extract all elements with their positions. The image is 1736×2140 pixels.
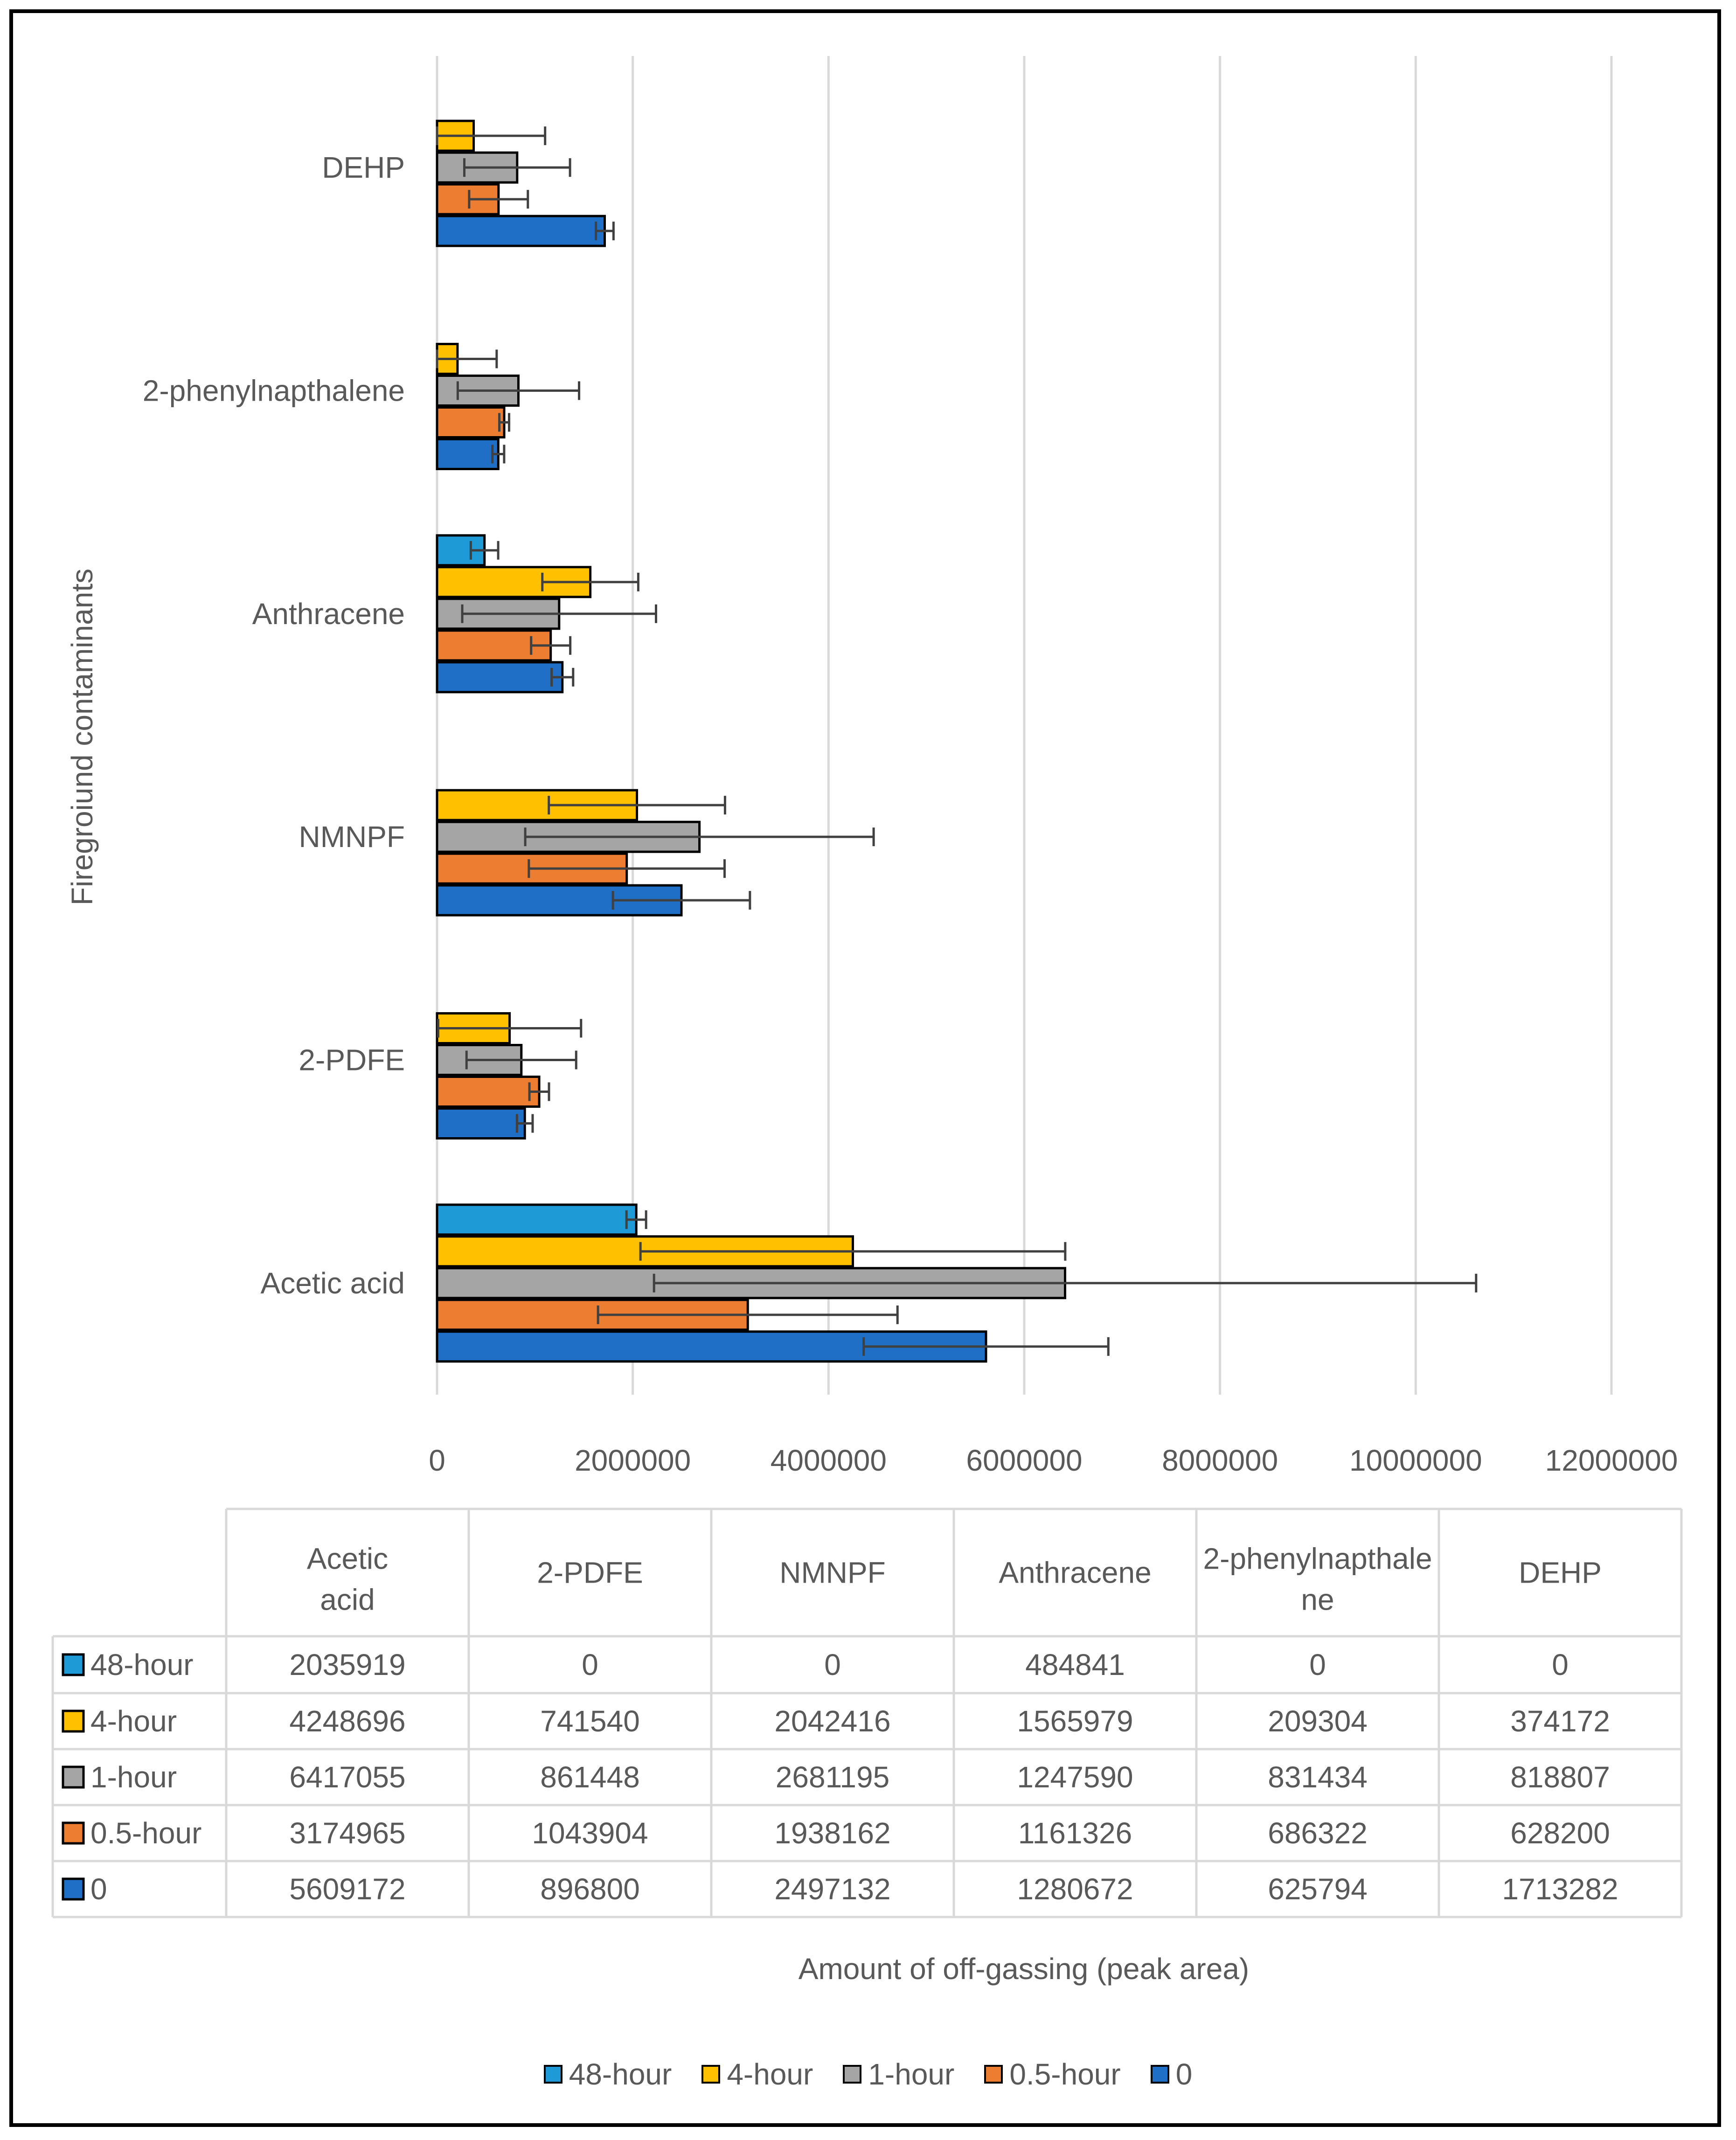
table-row-label: 0.5-hour (90, 1816, 201, 1850)
legend-swatch (984, 2065, 1003, 2084)
x-tick-label: 6000000 (966, 1444, 1082, 1477)
table-cell-value: 1565979 (1017, 1704, 1133, 1738)
table-cell-value: 5609172 (289, 1872, 405, 1906)
category-label: DEHP (322, 151, 405, 184)
table-cell-value: 1938162 (774, 1816, 890, 1850)
legend-label: 0 (1175, 2057, 1193, 2091)
error-bars (436, 126, 1478, 1356)
legend: 48-hour 4-hour 1-hour 0.5-hour 0 (0, 2057, 1736, 2091)
table-row-label: 48-hour (90, 1648, 194, 1681)
x-tick-label: 2000000 (575, 1444, 691, 1477)
table-cell-value: 0 (824, 1648, 841, 1681)
bar (436, 1203, 638, 1236)
table-cell-value: 1247590 (1017, 1760, 1133, 1794)
table-cell-value: 2681195 (776, 1760, 889, 1794)
table-legend-key (62, 1653, 85, 1676)
table-row-label: 4-hour (90, 1704, 177, 1738)
table-cell-value: 484841 (1025, 1648, 1125, 1681)
legend-swatch (701, 2065, 721, 2084)
table-header-label: acid (320, 1583, 375, 1617)
table-header-label: NMNPF (779, 1556, 886, 1590)
table-header-label: Anthracene (999, 1556, 1151, 1590)
table-cell-value: 6417055 (289, 1760, 405, 1794)
x-tick-labels: 0 2000000 4000000 6000000 8000000 10000000 120… (429, 1444, 1678, 1477)
category-labels: Acetic acid 2-PDFE NMNPF Anthracene 2-phenyl… (143, 151, 405, 1300)
bar (436, 215, 606, 247)
bar (436, 661, 564, 694)
table-cell-value: 818807 (1510, 1760, 1610, 1794)
table-legend-key (62, 1765, 85, 1789)
table-cell-value: 374172 (1510, 1704, 1610, 1738)
x-tick-label: 8000000 (1162, 1444, 1278, 1477)
table-header-label: 2-phenylnapthale (1203, 1542, 1432, 1576)
category-label: Anthracene (252, 597, 405, 631)
legend-label: 48-hour (569, 2057, 672, 2091)
table-cell-value: 896800 (540, 1872, 640, 1906)
legend-swatch (543, 2065, 562, 2084)
table-cell-value: 2035919 (289, 1648, 405, 1681)
bar (436, 1076, 541, 1108)
x-tick-label: 0 (429, 1444, 445, 1477)
legend-entry: 0 (1150, 2057, 1193, 2091)
category-label: 2-phenylnapthalene (143, 374, 405, 408)
table-legend-key (62, 1709, 85, 1733)
legend-entry: 1-hour (843, 2057, 954, 2091)
figure-border (9, 9, 1721, 2127)
table-legend-key (62, 1821, 85, 1845)
table-cell-value: 209304 (1268, 1704, 1368, 1738)
table-cell-value: 3174965 (289, 1816, 405, 1850)
table-row-label: 0 (90, 1872, 107, 1906)
x-tick-label: 10000000 (1349, 1444, 1482, 1477)
legend-entry: 0.5-hour (984, 2057, 1121, 2091)
gridlines (436, 56, 1613, 1395)
table-header-label: ne (1301, 1583, 1334, 1617)
table-cell-value: 686322 (1268, 1816, 1368, 1850)
table-header-label: 2-PDFE (537, 1556, 643, 1590)
legend-swatch (843, 2065, 862, 2084)
y-axis-title: Firegroiund contaminants (65, 569, 99, 905)
table-row-label: 1-hour (90, 1760, 177, 1794)
table-cell-value: 831434 (1268, 1760, 1368, 1794)
category-label: 2-PDFE (299, 1043, 405, 1077)
table-cell-value: 2497132 (774, 1872, 890, 1906)
category-label: Acetic acid (261, 1266, 405, 1300)
x-tick-label: 4000000 (771, 1444, 887, 1477)
table-cell-value: 861448 (540, 1760, 640, 1794)
table-cell-value: 628200 (1510, 1816, 1610, 1850)
table-header-label: Acetic (307, 1542, 388, 1576)
table-cell-value: 2042416 (774, 1704, 890, 1738)
table-cell-value: 0 (1552, 1648, 1569, 1681)
table-header-label: DEHP (1519, 1556, 1602, 1590)
x-tick-label: 12000000 (1545, 1444, 1678, 1477)
bar (436, 1107, 526, 1139)
table-cell-value: 625794 (1268, 1872, 1368, 1906)
category-label: NMNPF (299, 820, 405, 854)
legend-label: 4-hour (727, 2057, 813, 2091)
legend-label: 0.5-hour (1009, 2057, 1121, 2091)
table-cell-value: 1161326 (1018, 1816, 1132, 1850)
data-table: Acetic acid 2-PDFE NMNPF Anthracene 2-phenyln… (51, 1508, 1683, 1918)
x-axis-title: Amount of off-gassing (peak area) (799, 1952, 1249, 1986)
table-cell-value: 1713282 (1502, 1872, 1618, 1906)
table-cell-value: 1043904 (532, 1816, 648, 1850)
table-cell-value: 4248696 (289, 1704, 405, 1738)
table-cell-value: 0 (1309, 1648, 1326, 1681)
table-cell-value: 741540 (540, 1704, 640, 1738)
bar (436, 406, 506, 438)
table-legend-key (62, 1877, 85, 1901)
bars (436, 119, 1067, 1363)
table-cell-value: 1280672 (1017, 1872, 1133, 1906)
table-cell-value: 0 (582, 1648, 598, 1681)
legend-swatch (1150, 2065, 1169, 2084)
legend-label: 1-hour (868, 2057, 955, 2091)
bar (436, 438, 500, 470)
legend-entry: 48-hour (543, 2057, 672, 2091)
legend-entry: 4-hour (701, 2057, 813, 2091)
